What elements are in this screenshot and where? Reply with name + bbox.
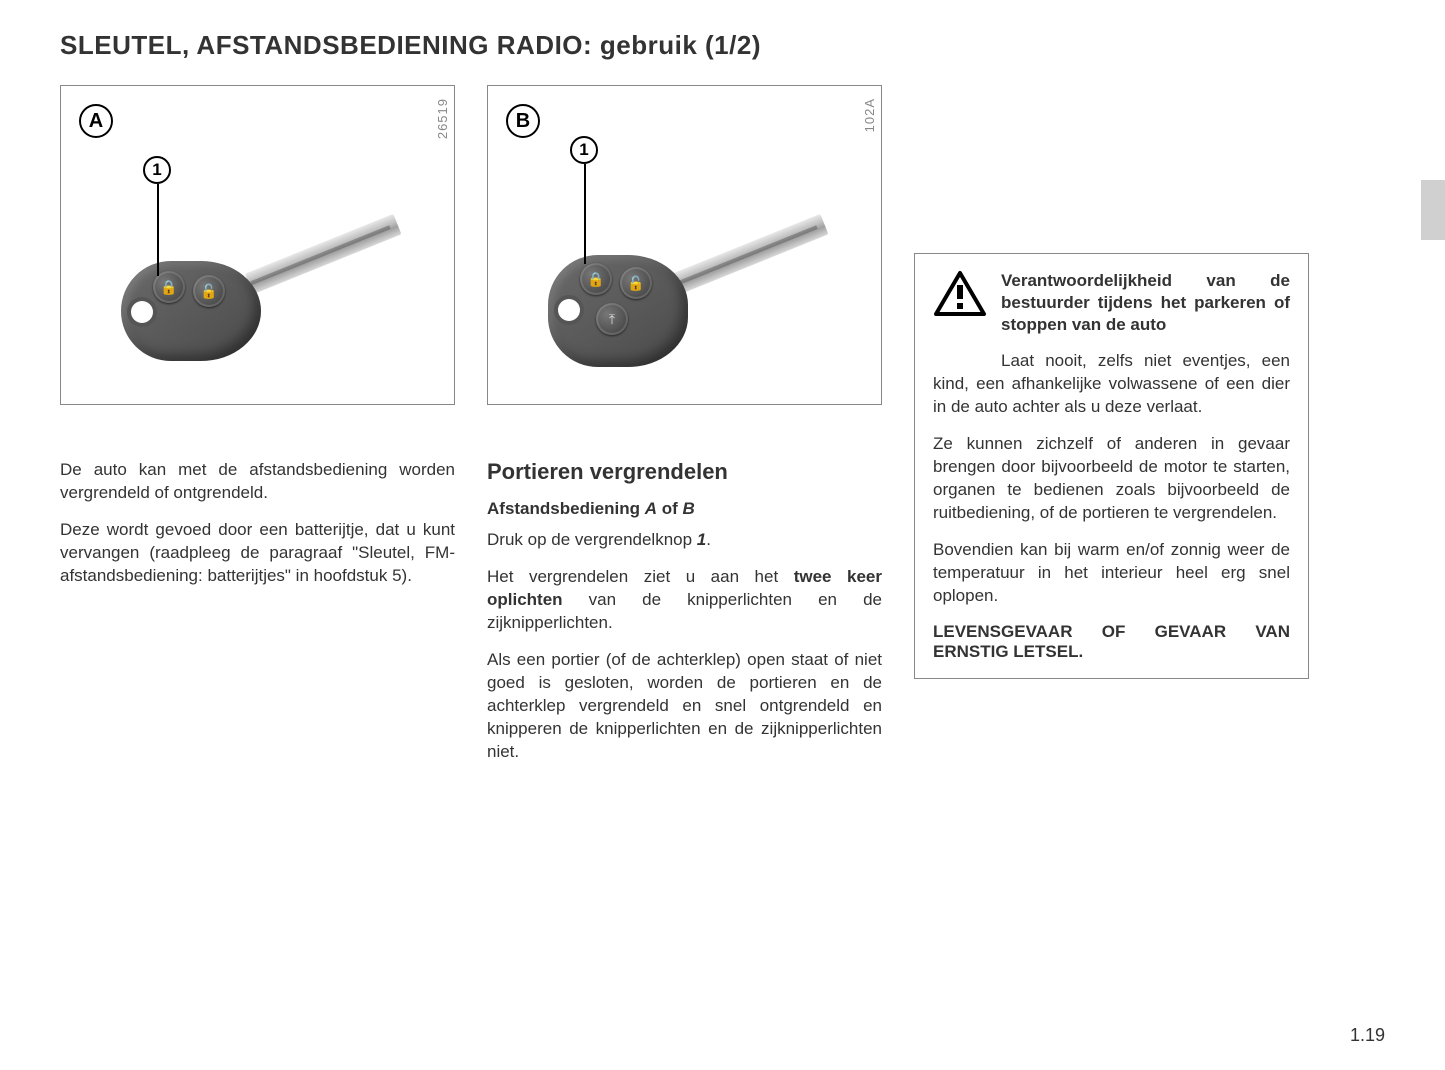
col2-p1-pre: Druk op de vergrendelknop xyxy=(487,530,697,549)
warning-bold: LEVENSGEVAAR OF GEVAAR VAN ERNSTIG LETSE… xyxy=(933,622,1290,662)
page-title: SLEUTEL, AFSTANDSBEDIENING RADIO: gebrui… xyxy=(60,30,1385,61)
warning-triangle-icon xyxy=(933,270,987,318)
warning-icon xyxy=(933,270,987,336)
figure-a-id: 26519 xyxy=(435,98,450,139)
col2-p2-pre: Het vergrendelen ziet u aan het xyxy=(487,567,794,586)
figure-a-letter: A xyxy=(79,104,113,138)
key-b-illustration: 🔒 🔓 ⤒ xyxy=(548,181,848,381)
column-1: 26519 A 1 🔒 🔓 De auto kan met de afstand… xyxy=(60,85,455,777)
col2-heading: Portieren vergrendelen xyxy=(487,459,882,485)
key-a-ring-hole xyxy=(131,301,153,323)
figure-b-letter: B xyxy=(506,104,540,138)
figure-b-callout: 1 xyxy=(570,136,598,164)
col1-paragraph-1: De auto kan met de afstandsbediening wor… xyxy=(60,459,455,505)
key-b-blade xyxy=(672,214,829,294)
warning-bold-text: LEVENSGEVAAR OF GEVAAR VAN ERNSTIG LETSE… xyxy=(933,622,1290,661)
figure-b-id: 102A xyxy=(862,98,877,132)
warning-paragraph-1: Laat nooit, zelfs niet eventjes, een kin… xyxy=(933,350,1290,419)
col2-subheading: Afstandsbediening A of B xyxy=(487,499,882,519)
col2-sub-pre: Afstandsbediening xyxy=(487,499,645,518)
col2-p1-num: 1 xyxy=(697,530,706,549)
key-a-unlock-button: 🔓 xyxy=(193,275,225,307)
content-columns: 26519 A 1 🔒 🔓 De auto kan met de afstand… xyxy=(60,85,1385,777)
key-b-ring-hole xyxy=(558,299,580,321)
warning-box: Verantwoordelijkheid van de bestuurder t… xyxy=(914,253,1309,679)
key-b-trunk-button: ⤒ xyxy=(596,303,628,335)
page-tab xyxy=(1421,180,1445,240)
column-2: 102A B 1 🔒 🔓 ⤒ Portieren vergrendelen Af… xyxy=(487,85,882,777)
warning-paragraph-3: Bovendien kan bij warm en/of zonnig weer… xyxy=(933,539,1290,608)
key-a-illustration: 🔒 🔓 xyxy=(121,181,421,381)
column-3: Verantwoordelijkheid van de bestuurder t… xyxy=(914,85,1309,777)
col2-paragraph-3: Als een portier (of de achterklep) open … xyxy=(487,649,882,764)
col2-paragraph-1: Druk op de vergrendelknop 1. xyxy=(487,529,882,552)
col2-sub-mid: of xyxy=(657,499,683,518)
key-b-unlock-button: 🔓 xyxy=(620,267,652,299)
warning-bold-period: . xyxy=(1078,642,1083,661)
col2-sub-b: B xyxy=(683,499,695,518)
col2-paragraph-2: Het vergrendelen ziet u aan het twee kee… xyxy=(487,566,882,635)
key-b-lock-button: 🔒 xyxy=(580,263,612,295)
col2-sub-a: A xyxy=(645,499,657,518)
warning-header: Verantwoordelijkheid van de bestuurder t… xyxy=(933,270,1290,336)
warning-title: Verantwoordelijkheid van de bestuurder t… xyxy=(1001,270,1290,336)
warning-paragraph-2: Ze kunnen zichzelf of anderen in gevaar … xyxy=(933,433,1290,525)
figure-a: 26519 A 1 🔒 🔓 xyxy=(60,85,455,405)
key-a-blade xyxy=(245,214,402,294)
figure-b-callout-line xyxy=(584,164,586,264)
figure-a-callout: 1 xyxy=(143,156,171,184)
page-number: 1.19 xyxy=(1350,1025,1385,1046)
col2-p1-post: . xyxy=(706,530,711,549)
col1-paragraph-2: Deze wordt gevoed door een batterijtje, … xyxy=(60,519,455,588)
figure-a-callout-line xyxy=(157,184,159,276)
figure-b: 102A B 1 🔒 🔓 ⤒ xyxy=(487,85,882,405)
